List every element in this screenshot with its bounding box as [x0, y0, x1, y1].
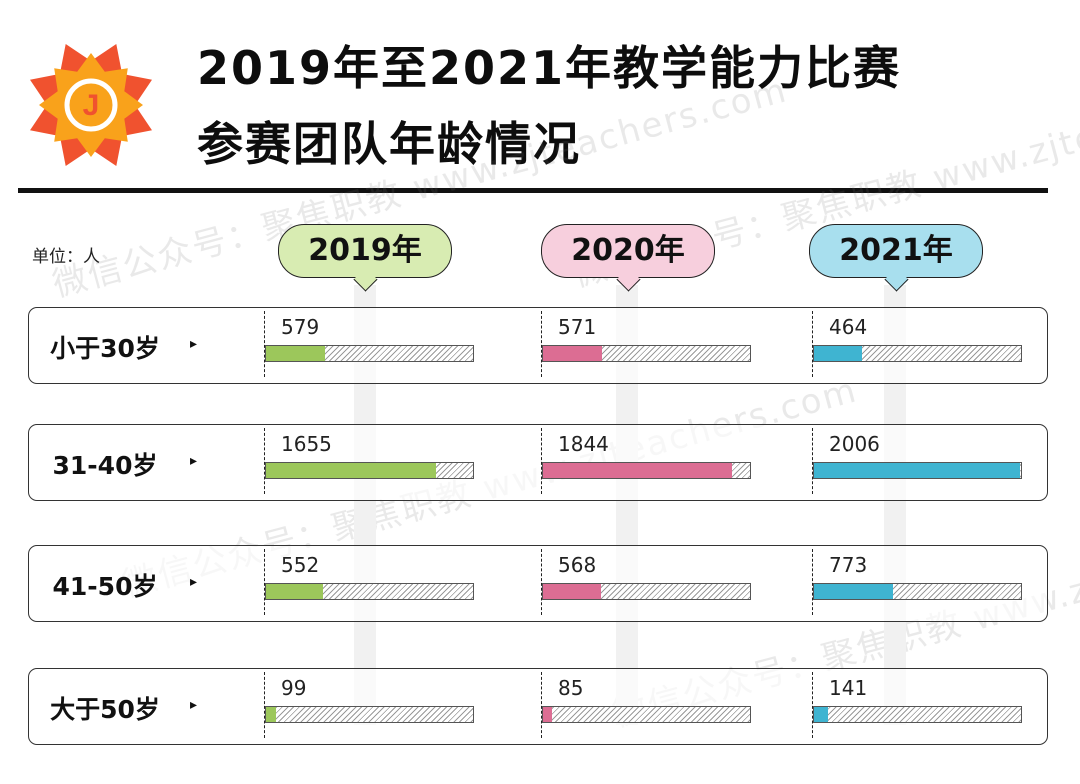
bar-track [542, 462, 751, 479]
bar-cell: 773 [812, 549, 1024, 619]
bar-track [265, 583, 474, 600]
bar-track [542, 706, 751, 723]
series-legend-tag: 2019年 [278, 224, 452, 292]
baseline [264, 549, 265, 615]
bar [543, 584, 602, 599]
data-label: 579 [281, 315, 320, 339]
bar-track [542, 345, 751, 362]
baseline [264, 672, 265, 738]
baseline [264, 311, 265, 377]
baseline [812, 549, 813, 615]
bar-cell: 552 [264, 549, 476, 619]
bar [543, 346, 602, 361]
chart-title-line1: 2019年至2021年教学能力比赛 [197, 41, 902, 95]
baseline [541, 672, 542, 738]
caret-right-icon: ▸ [190, 453, 198, 469]
bar-cell: 579 [264, 311, 476, 381]
bar [266, 584, 323, 599]
bar-track [813, 583, 1022, 600]
bar-track [813, 706, 1022, 723]
data-label: 141 [829, 676, 868, 700]
logo: J [30, 44, 152, 166]
bar-cell: 571 [541, 311, 753, 381]
bar-cell: 568 [541, 549, 753, 619]
category-label: 41-50岁 [52, 572, 158, 601]
series-legend-tag: 2020年 [541, 224, 715, 292]
bar [814, 584, 894, 599]
series-name: 2020年 [571, 233, 685, 268]
category-label: 大于50岁 [50, 695, 160, 724]
bar-cell: 99 [264, 672, 476, 742]
baseline [541, 311, 542, 377]
baseline [264, 428, 265, 494]
chart-title-line2: 参赛团队年龄情况 [197, 117, 581, 171]
data-label: 99 [281, 676, 307, 700]
bar [266, 463, 436, 478]
bar-track [265, 462, 474, 479]
data-label: 773 [829, 553, 868, 577]
bar [543, 463, 732, 478]
title-divider [18, 188, 1048, 193]
baseline [812, 428, 813, 494]
category-label: 小于30岁 [50, 334, 160, 363]
data-label: 1844 [558, 432, 609, 456]
series-name: 2019年 [308, 233, 422, 268]
bar [814, 463, 1020, 478]
bar-cell: 2006 [812, 428, 1024, 498]
data-label: 1655 [281, 432, 332, 456]
caret-right-icon: ▸ [190, 336, 198, 352]
data-label: 85 [558, 676, 584, 700]
baseline [541, 428, 542, 494]
category-label: 31-40岁 [52, 451, 158, 480]
bar [266, 707, 277, 722]
data-label: 568 [558, 553, 597, 577]
bar-cell: 1655 [264, 428, 476, 498]
unit-label: 单位：人 [32, 247, 100, 267]
bar-track [265, 345, 474, 362]
data-label: 464 [829, 315, 868, 339]
bar-cell: 1844 [541, 428, 753, 498]
baseline [812, 672, 813, 738]
bar-track [265, 706, 474, 723]
bar-track [813, 345, 1022, 362]
bar [814, 707, 829, 722]
caret-right-icon: ▸ [190, 574, 198, 590]
baseline [812, 311, 813, 377]
data-label: 2006 [829, 432, 880, 456]
data-label: 571 [558, 315, 597, 339]
bar-track [813, 462, 1022, 479]
bar [266, 346, 326, 361]
bar-cell: 464 [812, 311, 1024, 381]
data-label: 552 [281, 553, 320, 577]
series-name: 2021年 [839, 233, 953, 268]
bar-track [542, 583, 751, 600]
bar-cell: 141 [812, 672, 1024, 742]
logo-letter: J [83, 89, 100, 122]
series-legend-tag: 2021年 [809, 224, 983, 292]
bar-cell: 85 [541, 672, 753, 742]
baseline [541, 549, 542, 615]
caret-right-icon: ▸ [190, 697, 198, 713]
bar [543, 707, 552, 722]
bar [814, 346, 862, 361]
